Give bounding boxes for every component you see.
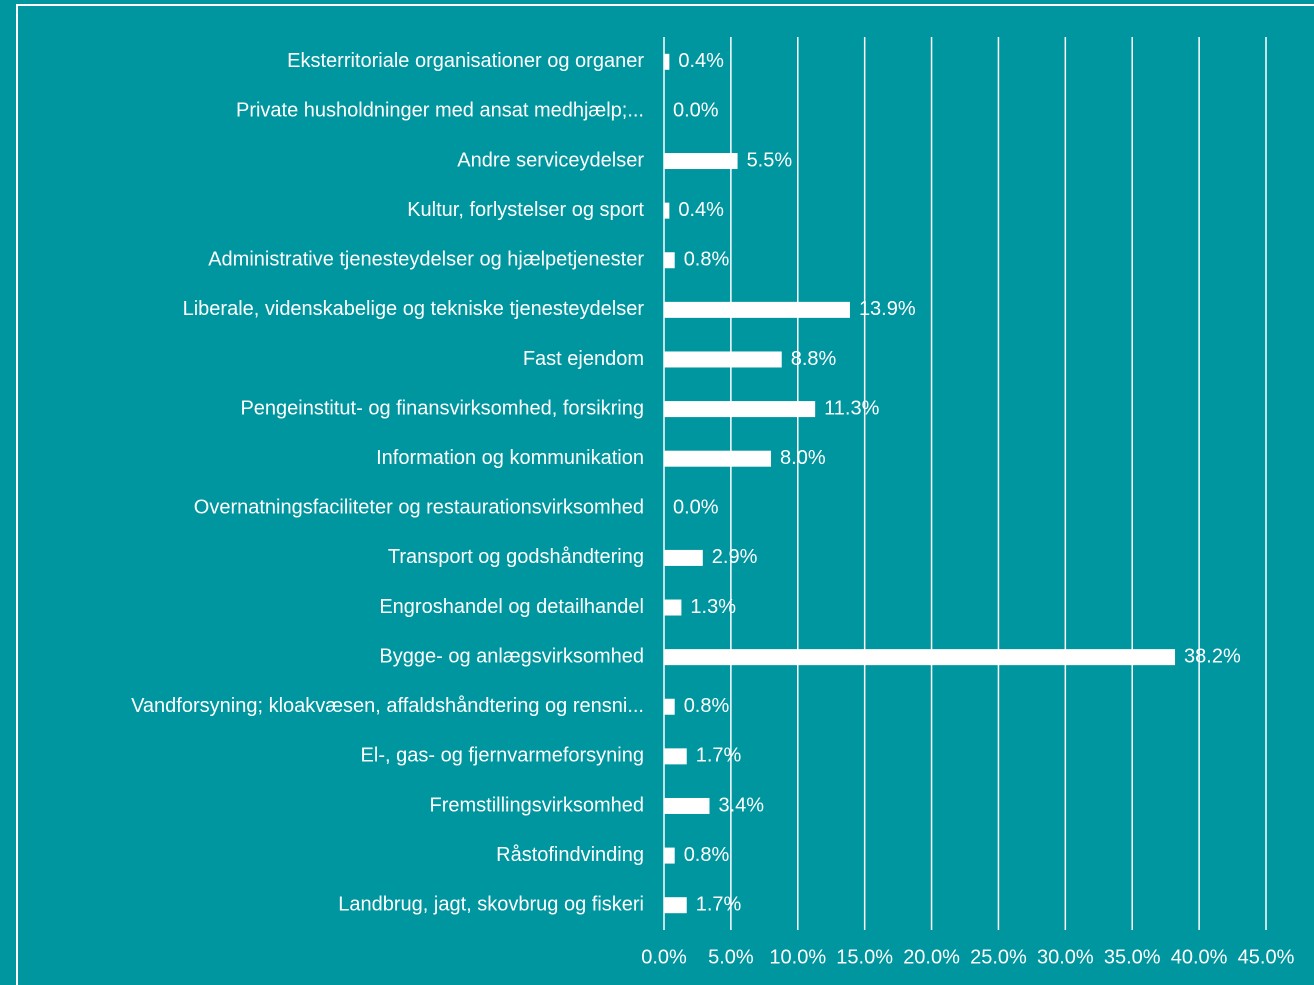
value-label: 1.7%	[696, 745, 742, 767]
y-tick-label: Fremstillingsvirksomhed	[430, 794, 645, 816]
x-tick-label: 30.0%	[1037, 946, 1094, 968]
bar	[664, 897, 687, 914]
value-label: 11.3%	[824, 397, 879, 419]
x-tick-label: 0.0%	[641, 946, 687, 968]
bar	[664, 797, 710, 814]
y-tick-label: Råstofindvinding	[496, 844, 644, 866]
value-label: 0.0%	[673, 497, 719, 519]
bar	[664, 698, 675, 715]
y-tick-label: Andre serviceydelser	[457, 149, 644, 171]
bar	[664, 53, 670, 70]
y-tick-label: Liberale, videnskabelige og tekniske tje…	[183, 298, 645, 320]
value-label: 5.5%	[747, 149, 793, 171]
value-label: 38.2%	[1184, 645, 1241, 667]
y-tick-label: Transport og godshåndtering	[388, 546, 644, 568]
bar	[664, 153, 738, 170]
value-label: 0.8%	[684, 844, 730, 866]
value-label: 0.4%	[678, 50, 724, 72]
bar	[664, 450, 772, 467]
y-tick-label: Private husholdninger med ansat medhjælp…	[236, 100, 644, 122]
bar	[664, 252, 675, 269]
x-tick-label: 25.0%	[970, 946, 1027, 968]
y-tick-label: Overnatningsfaciliteter og restaurations…	[194, 497, 644, 519]
value-label: 3.4%	[718, 794, 764, 816]
value-label: 1.3%	[690, 596, 736, 618]
value-label: 0.0%	[673, 100, 719, 122]
y-tick-label: Information og kommunikation	[376, 447, 644, 469]
y-tick-label: Vandforsyning; kloakvæsen, affaldshåndte…	[131, 695, 644, 717]
y-tick-label: Landbrug, jagt, skovbrug og fiskeri	[338, 893, 644, 915]
x-tick-label: 5.0%	[708, 946, 754, 968]
x-tick-label: 10.0%	[769, 946, 826, 968]
x-tick-label: 20.0%	[903, 946, 960, 968]
bar	[664, 401, 816, 418]
y-tick-label: Kultur, forlystelser og sport	[407, 199, 644, 221]
value-label: 13.9%	[859, 298, 916, 320]
value-label: 8.8%	[791, 348, 837, 370]
y-tick-label: Bygge- og anlægsvirksomhed	[379, 645, 644, 667]
x-tick-label: 40.0%	[1171, 946, 1228, 968]
y-tick-label: Administrative tjenesteydelser og hjælpe…	[208, 249, 644, 271]
bar	[664, 301, 850, 318]
bar	[664, 649, 1176, 666]
value-label: 2.9%	[712, 546, 758, 568]
bar	[664, 549, 703, 566]
bar	[664, 202, 670, 219]
frame	[16, 4, 1314, 985]
x-tick-label: 35.0%	[1104, 946, 1161, 968]
y-tick-label: Fast ejendom	[523, 348, 644, 370]
value-label: 8.0%	[780, 447, 826, 469]
bar	[664, 748, 687, 765]
bar	[664, 351, 782, 368]
bar	[664, 599, 682, 616]
y-tick-label: Engroshandel og detailhandel	[379, 596, 644, 618]
bar	[664, 847, 675, 864]
value-label: 0.8%	[684, 249, 730, 271]
x-tick-label: 45.0%	[1238, 946, 1295, 968]
value-label: 0.4%	[678, 199, 724, 221]
x-tick-label: 15.0%	[836, 946, 893, 968]
y-tick-label: Eksterritoriale organisationer og organe…	[287, 50, 644, 72]
y-tick-label: El-, gas- og fjernvarmeforsyning	[361, 745, 644, 767]
value-label: 1.7%	[696, 893, 742, 915]
value-label: 0.8%	[684, 695, 730, 717]
y-tick-label: Pengeinstitut- og finansvirksomhed, fors…	[240, 397, 644, 419]
